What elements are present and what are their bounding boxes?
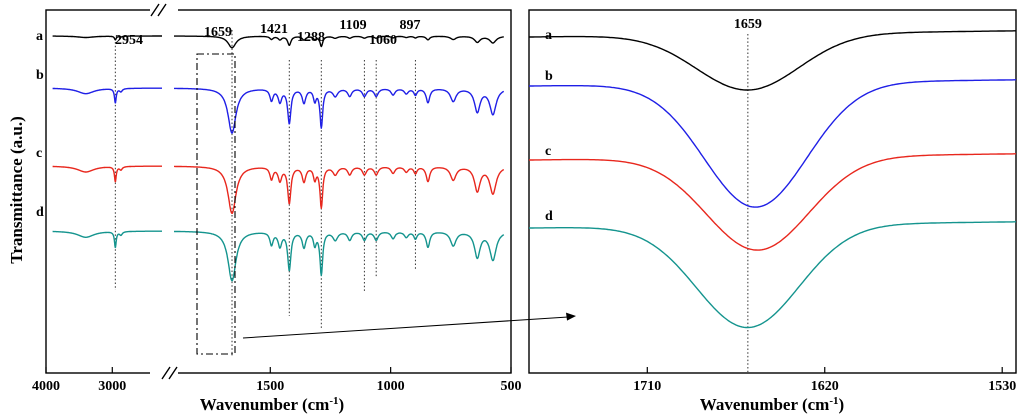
right-plot-frame — [528, 9, 1017, 374]
left-spectrum-d-seg1 — [52, 230, 163, 249]
left-spectra — [52, 35, 505, 282]
right-x-axis-title-sup: -1 — [829, 395, 838, 407]
left-x-axis-title-main: Wavenumber (cm — [200, 395, 330, 414]
left-peak-label-1421: 1421 — [260, 22, 288, 37]
right-series-label-b: b — [545, 69, 553, 84]
left-x-tick-label-1000: 1000 — [377, 379, 405, 394]
right-spectra — [529, 30, 1016, 329]
right-x-tick-label-1620: 1620 — [811, 379, 839, 394]
right-series-label-c: c — [545, 144, 551, 159]
zoom-connector-arrowhead — [566, 312, 576, 321]
left-panel: 4000 3000 1500 1000 500 2954 1659 1421 1288 1109… — [7, 3, 522, 414]
left-series-label-a: a — [36, 29, 43, 44]
left-spectrum-c-seg1 — [52, 165, 163, 183]
right-peak-labels: 1659 — [734, 17, 762, 32]
left-peak-label-1659: 1659 — [204, 25, 232, 40]
left-x-axis-title: Wavenumber (cm-1) — [200, 395, 344, 414]
left-x-tick-label-500: 500 — [501, 379, 522, 394]
left-spectrum-c-seg2 — [173, 165, 505, 214]
right-peak-label-1659: 1659 — [734, 17, 762, 32]
left-spectrum-d-seg2 — [173, 230, 505, 282]
right-x-tick-label-1710: 1710 — [633, 379, 661, 394]
left-series-label-c: c — [36, 146, 42, 161]
axis-break-marks — [150, 3, 178, 380]
right-x-tick-label-1530: 1530 — [988, 379, 1016, 394]
right-x-axis-title: Wavenumber (cm-1) — [700, 395, 844, 414]
left-x-axis-title-sup: -1 — [329, 395, 338, 407]
left-x-ticks: 4000 3000 1500 1000 500 — [32, 367, 522, 394]
right-series-label-d: d — [545, 209, 553, 224]
left-peak-label-1288: 1288 — [297, 30, 325, 45]
right-x-axis-title-close: ) — [839, 395, 845, 414]
right-spectrum-a — [529, 30, 1016, 91]
left-x-tick-label-1500: 1500 — [256, 379, 284, 394]
right-x-axis-title-main: Wavenumber (cm — [700, 395, 830, 414]
left-x-axis-title-close: ) — [339, 395, 345, 414]
right-spectrum-c — [529, 153, 1016, 251]
left-series-label-d: d — [36, 205, 44, 220]
right-spectrum-b — [529, 79, 1016, 208]
right-series-labels: a b c d — [545, 28, 553, 224]
left-peak-label-897: 897 — [400, 18, 421, 33]
left-x-tick-label-4000: 4000 — [32, 379, 60, 394]
right-series-label-a: a — [545, 28, 552, 43]
left-peak-label-1060: 1060 — [369, 33, 397, 48]
left-spectrum-a-seg1 — [52, 35, 163, 41]
left-x-tick-label-3000: 3000 — [98, 379, 126, 394]
zoom-connector-arrow — [242, 316, 569, 339]
left-peak-lines — [114, 30, 416, 356]
zoom-region-box — [196, 53, 236, 355]
left-series-label-b: b — [36, 68, 44, 83]
left-peak-label-1109: 1109 — [339, 18, 366, 33]
left-series-labels: a b c d — [36, 29, 44, 220]
left-spectrum-b-seg2 — [173, 87, 505, 134]
left-plot-frame — [45, 9, 512, 374]
left-y-axis-title: Transmittance (a.u.) — [7, 116, 26, 263]
right-panel: 1710 1620 1530 1659 a b c d Wavenumber (cm-1) — [528, 9, 1017, 414]
left-peak-label-2954: 2954 — [115, 33, 143, 48]
left-spectrum-b-seg1 — [52, 87, 163, 104]
left-spectrum-a-seg2 — [173, 35, 504, 49]
right-spectrum-d — [529, 221, 1016, 329]
right-x-ticks: 1710 1620 1530 — [633, 367, 1016, 394]
